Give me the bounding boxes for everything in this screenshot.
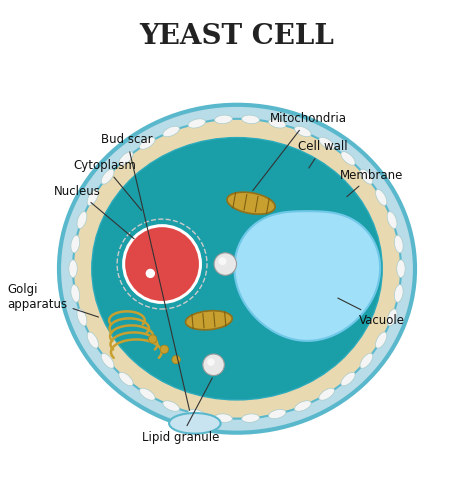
Polygon shape (235, 211, 380, 341)
Ellipse shape (188, 119, 205, 128)
Ellipse shape (294, 126, 311, 136)
Ellipse shape (360, 169, 373, 184)
Ellipse shape (394, 236, 403, 253)
Text: Nucleus: Nucleus (55, 185, 134, 239)
Ellipse shape (59, 105, 415, 432)
Circle shape (214, 253, 237, 276)
Ellipse shape (163, 401, 180, 411)
Ellipse shape (101, 169, 114, 184)
Ellipse shape (185, 310, 232, 330)
Ellipse shape (387, 309, 397, 326)
Ellipse shape (360, 354, 373, 368)
Ellipse shape (242, 414, 259, 422)
Ellipse shape (227, 192, 275, 214)
Ellipse shape (397, 260, 405, 278)
Ellipse shape (119, 372, 133, 386)
Text: Mitochondria: Mitochondria (253, 112, 347, 190)
Ellipse shape (394, 284, 403, 302)
Circle shape (160, 345, 169, 354)
Ellipse shape (101, 354, 114, 368)
Ellipse shape (319, 388, 335, 400)
Ellipse shape (87, 332, 99, 348)
Ellipse shape (341, 372, 355, 386)
Text: Golgi
apparatus: Golgi apparatus (8, 283, 99, 317)
Circle shape (172, 356, 180, 364)
Ellipse shape (375, 190, 387, 206)
Text: Vacuole: Vacuole (338, 298, 405, 327)
Ellipse shape (375, 332, 387, 348)
Circle shape (203, 354, 224, 376)
Ellipse shape (77, 309, 87, 326)
Ellipse shape (319, 137, 335, 149)
Text: Membrane: Membrane (340, 168, 403, 196)
Ellipse shape (188, 410, 205, 418)
Ellipse shape (139, 388, 155, 400)
Ellipse shape (71, 236, 80, 253)
Text: Lipid granule: Lipid granule (142, 378, 219, 444)
Text: Bud scar: Bud scar (101, 134, 190, 410)
Circle shape (148, 335, 157, 343)
Ellipse shape (92, 138, 382, 400)
Ellipse shape (71, 284, 80, 302)
Ellipse shape (124, 226, 201, 302)
Ellipse shape (139, 137, 155, 149)
Ellipse shape (69, 260, 77, 278)
Ellipse shape (242, 115, 259, 124)
Ellipse shape (215, 414, 232, 422)
Ellipse shape (163, 126, 180, 136)
Ellipse shape (215, 115, 232, 124)
Text: Cell wall: Cell wall (298, 140, 347, 168)
Ellipse shape (169, 413, 220, 434)
Circle shape (219, 258, 227, 265)
Ellipse shape (73, 119, 401, 418)
Circle shape (207, 358, 215, 366)
Ellipse shape (294, 401, 311, 411)
Ellipse shape (387, 212, 397, 228)
Circle shape (146, 268, 155, 278)
Ellipse shape (77, 212, 87, 228)
Ellipse shape (269, 119, 286, 128)
Ellipse shape (341, 152, 355, 165)
Ellipse shape (87, 190, 99, 206)
Ellipse shape (119, 152, 133, 165)
Ellipse shape (269, 410, 286, 418)
Text: Cytoplasm: Cytoplasm (73, 159, 142, 210)
Text: YEAST CELL: YEAST CELL (139, 24, 335, 50)
